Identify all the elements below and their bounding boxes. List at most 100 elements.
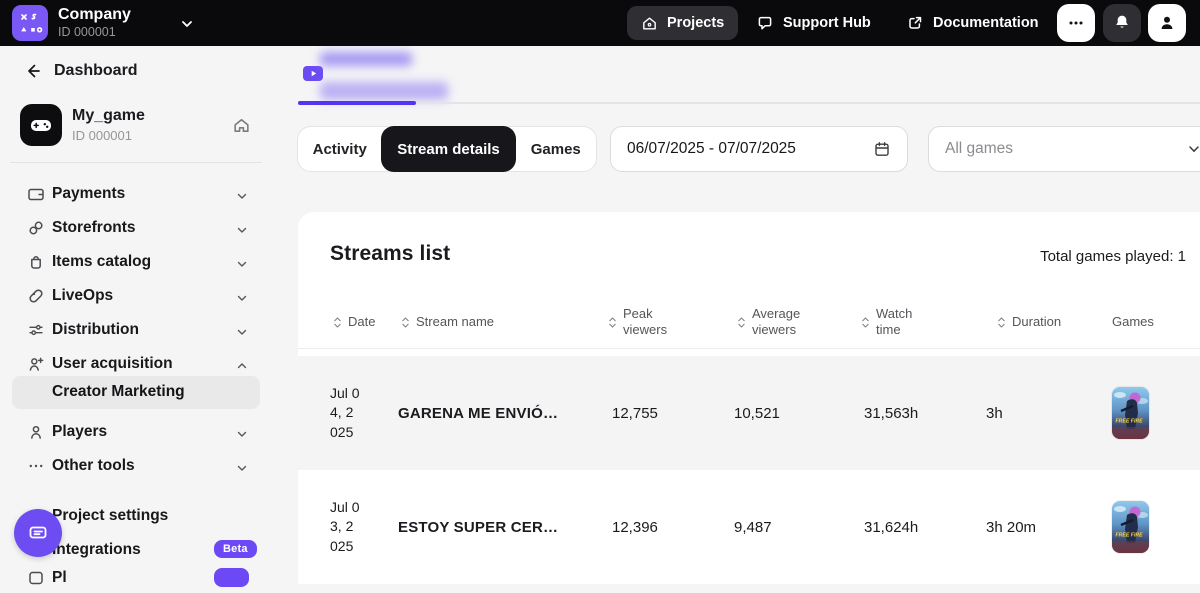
tab-games[interactable]: Games (530, 140, 581, 158)
sidebar-item-user-acquisition[interactable]: User acquisition (0, 351, 272, 379)
tag-icon (27, 287, 45, 305)
sidebar-item-label: Storefronts (52, 219, 136, 236)
tab-activity[interactable]: Activity (312, 140, 367, 158)
sliders-icon (27, 321, 45, 339)
user-plus-icon (27, 355, 45, 373)
date-range-picker[interactable]: 06/07/2025 - 07/07/2025 (610, 126, 908, 172)
storefront-icon (27, 219, 45, 237)
youtube-play-icon (303, 66, 323, 81)
sort-icon (402, 316, 409, 328)
notifications-button[interactable] (1103, 4, 1141, 42)
user-icon (1157, 13, 1177, 33)
arrow-left-icon (24, 62, 42, 80)
cell-date: Jul 04, 2025 (330, 384, 360, 440)
streams-list-card: Streams list Total games played: 1 Date … (298, 212, 1200, 584)
column-header-duration[interactable]: Duration (994, 314, 1108, 330)
table-header-divider (298, 348, 1200, 349)
active-subitem-label: Creator Marketing (52, 383, 185, 400)
table-row[interactable]: Jul 03, 2025 ESTOY SUPER CER… 12,396 9,4… (298, 470, 1200, 584)
sidebar-divider (10, 162, 262, 163)
projects-button[interactable]: Projects (627, 6, 739, 40)
project-name: My_game (72, 107, 145, 124)
project-avatar-gamepad-icon[interactable] (20, 104, 62, 146)
beta-badge (214, 568, 249, 587)
more-options-button[interactable] (1057, 4, 1095, 42)
sidebar-item-players[interactable]: Players (0, 419, 272, 447)
games-filter-value: All games (945, 140, 1014, 157)
cell-duration: 3h (986, 404, 1003, 422)
sidebar-item-label: Distribution (52, 321, 139, 338)
table-header: Date Stream name Peak viewers Average vi… (328, 296, 1200, 348)
column-header-average-viewers[interactable]: Average viewers (734, 306, 858, 339)
chat-widget-button[interactable] (14, 509, 62, 557)
project-home-icon[interactable] (232, 116, 251, 135)
home-icon (641, 15, 658, 32)
company-switcher-chevron-icon[interactable] (180, 17, 194, 31)
sidebar-item-integrations[interactable]: Integrations Beta (0, 537, 272, 565)
date-range-value: 06/07/2025 - 07/07/2025 (627, 140, 796, 157)
back-label: Dashboard (54, 62, 138, 79)
support-hub-link[interactable]: Support Hub (756, 6, 871, 40)
redacted-channel-name (320, 52, 412, 66)
sidebar-item-clipped[interactable]: Pl (0, 565, 272, 593)
chat-bubble-icon (756, 14, 774, 32)
view-tabs: Activity Stream details Games (297, 126, 597, 172)
chevron-down-icon (236, 428, 248, 440)
main-content: Activity Stream details Games 06/07/2025… (272, 46, 1200, 584)
sidebar-item-label: Integrations (52, 541, 141, 558)
svg-text:FREE FIRE: FREE FIRE (1116, 533, 1144, 539)
back-to-dashboard[interactable]: Dashboard (24, 62, 138, 80)
sidebar-item-payments[interactable]: Payments (0, 181, 272, 209)
ellipsis-icon (1067, 14, 1085, 32)
projects-button-label: Projects (667, 15, 725, 31)
sidebar-item-storefronts[interactable]: Storefronts (0, 215, 272, 243)
redacted-channel-subtitle (320, 82, 448, 100)
column-header-peak-viewers[interactable]: Peak viewers (608, 306, 734, 339)
cell-date: Jul 03, 2025 (330, 498, 360, 554)
column-header-games: Games (1112, 313, 1154, 329)
table-row[interactable]: Jul 04, 2025 GARENA ME ENVIÓ… 12,755 10,… (298, 356, 1200, 470)
tab-track (298, 102, 1200, 104)
chevron-down-icon (236, 462, 248, 474)
sidebar-item-distribution[interactable]: Distribution (0, 317, 272, 345)
bell-icon (1112, 13, 1132, 33)
sidebar-item-liveops[interactable]: LiveOps (0, 283, 272, 311)
column-header-watch-time[interactable]: Watch time (858, 306, 994, 339)
sidebar-item-label: Items catalog (52, 253, 152, 270)
cell-peak-viewers: 12,396 (612, 518, 658, 536)
sort-icon (998, 316, 1005, 328)
cell-watch-time: 31,624h (864, 518, 919, 536)
chevron-up-icon (236, 360, 248, 372)
documentation-label: Documentation (933, 15, 1039, 31)
tab-stream-details[interactable]: Stream details (381, 126, 516, 172)
dots-icon (27, 457, 45, 475)
game-cover-free-fire[interactable]: FREE FIRE (1112, 387, 1149, 439)
chat-doodle-icon (25, 520, 51, 546)
documentation-link[interactable]: Documentation (906, 6, 1039, 40)
external-link-icon (906, 14, 924, 32)
game-cover-free-fire[interactable]: FREE FIRE (1112, 501, 1149, 553)
sort-icon (862, 316, 869, 328)
person-icon (27, 423, 45, 441)
sidebar-item-items-catalog[interactable]: Items catalog (0, 249, 272, 277)
account-button[interactable] (1148, 4, 1186, 42)
company-logo-icon[interactable] (12, 5, 48, 41)
sort-icon (609, 316, 616, 328)
sort-icon (334, 316, 341, 328)
company-id: ID 000001 (58, 25, 116, 39)
wallet-icon (27, 185, 45, 203)
column-header-date[interactable]: Date (328, 314, 396, 330)
sidebar-item-label: LiveOps (52, 287, 114, 304)
sidebar: Dashboard My_game ID 000001 Payments Sto… (0, 46, 272, 587)
cell-peak-viewers: 12,755 (612, 404, 658, 422)
project-id: ID 000001 (72, 128, 132, 143)
company-name: Company (58, 6, 131, 23)
sidebar-item-other-tools[interactable]: Other tools (0, 453, 272, 481)
games-filter-select[interactable]: All games (928, 126, 1200, 172)
column-header-stream-name[interactable]: Stream name (396, 314, 608, 330)
sidebar-item-label: User acquisition (52, 355, 173, 372)
sidebar-item-creator-marketing[interactable]: Creator Marketing (12, 376, 260, 409)
beta-badge: Beta (214, 540, 257, 558)
sidebar-item-label: Payments (52, 185, 126, 202)
cell-stream-name: GARENA ME ENVIÓ… (398, 404, 559, 422)
